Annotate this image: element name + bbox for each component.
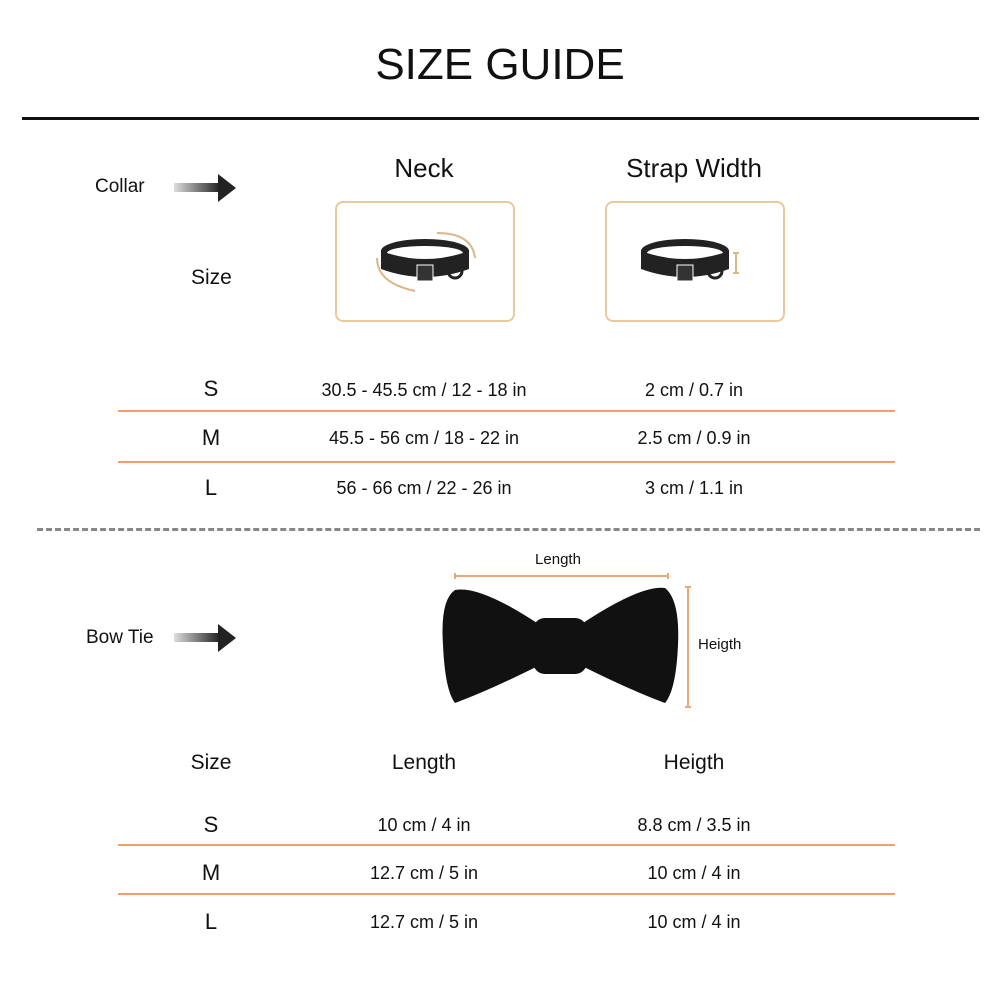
header-neck: Neck	[394, 153, 454, 183]
header-strap-width: Strap Width	[626, 153, 762, 183]
header-length: Length	[391, 751, 457, 774]
bowtie-row-l-length: 12.7 cm / 5 in	[369, 912, 479, 932]
collar-strap-icon	[641, 239, 739, 282]
collar-size-label: Size	[191, 266, 232, 289]
bowtie-row-s-height: 8.8 cm / 3.5 in	[637, 815, 751, 835]
row-divider	[118, 893, 895, 895]
row-divider	[118, 410, 895, 412]
arrow-right-icon	[174, 174, 236, 202]
collar-row-l-neck: 56 - 66 cm / 22 - 26 in	[336, 478, 512, 498]
collar-row-m-neck: 45.5 - 56 cm / 18 - 22 in	[328, 428, 520, 448]
collar-neck-icon	[376, 232, 476, 292]
diagram-height-label: Heigth	[698, 636, 742, 653]
bowtie-row-m-size: M	[201, 860, 221, 885]
strap-width-diagram	[605, 201, 785, 322]
bowtie-icon	[442, 587, 679, 703]
arrow-right-icon	[174, 624, 236, 652]
header-size: Size	[190, 751, 232, 774]
page-title: SIZE GUIDE	[375, 40, 625, 89]
collar-row-s-strap: 2 cm / 0.7 in	[644, 380, 744, 400]
bowtie-row-l-height: 10 cm / 4 in	[647, 912, 741, 932]
collar-row-s-neck: 30.5 - 45.5 cm / 12 - 18 in	[321, 380, 527, 400]
section-divider	[37, 528, 980, 531]
collar-row-l-size: L	[204, 475, 218, 500]
bowtie-row-m-height: 10 cm / 4 in	[647, 863, 741, 883]
collar-row-m-strap: 2.5 cm / 0.9 in	[637, 428, 751, 448]
bowtie-row-s-length: 10 cm / 4 in	[377, 815, 471, 835]
bowtie-row-l-size: L	[204, 909, 218, 934]
bowtie-row-s-size: S	[203, 812, 219, 837]
bowtie-row-m-length: 12.7 cm / 5 in	[369, 863, 479, 883]
bowtie-label: Bow Tie	[86, 627, 154, 648]
collar-row-s-size: S	[203, 376, 219, 401]
row-divider	[118, 844, 895, 846]
header-height: Heigth	[663, 751, 725, 774]
row-divider	[118, 461, 895, 463]
collar-row-l-strap: 3 cm / 1.1 in	[644, 478, 744, 498]
bowtie-diagram	[442, 573, 691, 708]
collar-row-m-size: M	[201, 425, 221, 450]
title-divider	[22, 117, 979, 120]
neck-diagram	[335, 201, 515, 322]
diagram-length-label: Length	[535, 551, 581, 568]
collar-label: Collar	[95, 176, 145, 197]
